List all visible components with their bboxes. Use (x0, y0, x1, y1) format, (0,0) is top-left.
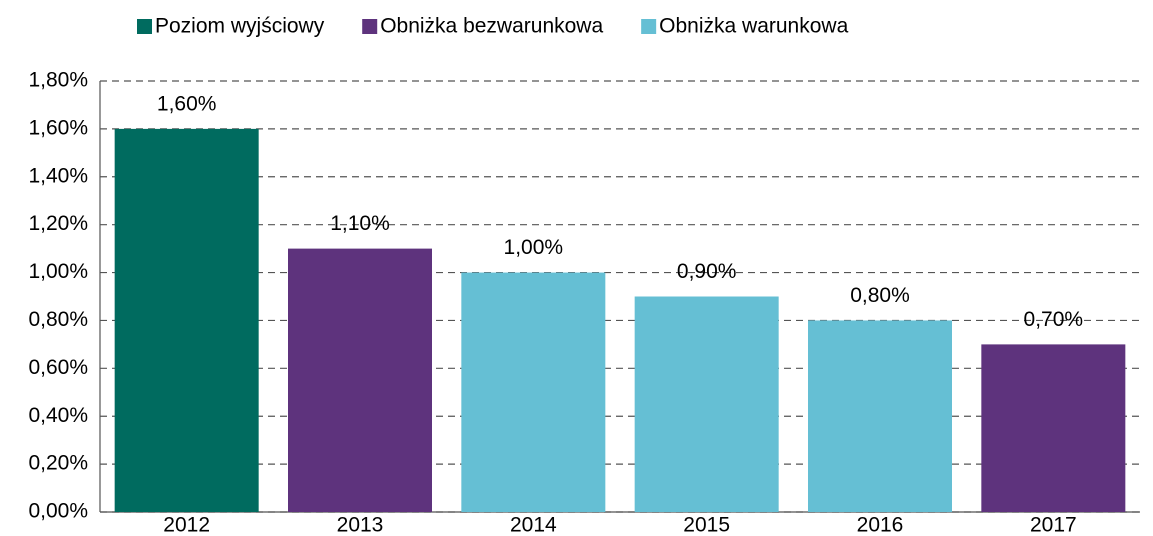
legend-label: Poziom wyjściowy (155, 15, 325, 38)
legend-swatch (137, 19, 152, 34)
y-tick-label: 0,40% (28, 404, 88, 427)
legend-swatch (641, 19, 657, 34)
legend-label: Obniżka warunkowa (659, 15, 848, 38)
value-label: 1,60% (157, 92, 217, 115)
y-tick-label: 1,40% (28, 164, 88, 187)
bar (808, 320, 952, 512)
y-tick-label: 0,80% (28, 308, 88, 331)
legend-label: Obniżka bezwarunkowa (380, 15, 603, 38)
value-label: 0,70% (1024, 308, 1084, 331)
y-tick-label: 1,80% (28, 69, 88, 92)
value-label: 1,10% (330, 212, 390, 235)
x-tick-label: 2013 (337, 514, 384, 536)
x-tick-label: 2017 (1030, 514, 1077, 536)
bar (288, 248, 432, 512)
bar (634, 296, 779, 512)
value-label: 0,90% (677, 260, 737, 283)
value-label: 1,00% (504, 236, 564, 259)
y-tick-label: 1,20% (28, 212, 88, 235)
x-tick-label: 2015 (683, 514, 730, 536)
y-tick-label: 0,00% (28, 500, 88, 523)
x-tick-label: 2014 (510, 514, 557, 536)
x-tick-label: 2012 (163, 514, 210, 536)
bar (461, 272, 606, 512)
legend-swatch (362, 19, 378, 34)
y-tick-label: 0,20% (28, 452, 88, 475)
y-tick-label: 0,60% (28, 356, 88, 379)
y-tick-label: 1,60% (28, 116, 88, 139)
x-tick-label: 2016 (857, 514, 904, 536)
bar (981, 344, 1126, 512)
bar (114, 128, 259, 512)
value-label: 0,80% (850, 284, 910, 307)
y-tick-label: 1,00% (28, 260, 88, 283)
